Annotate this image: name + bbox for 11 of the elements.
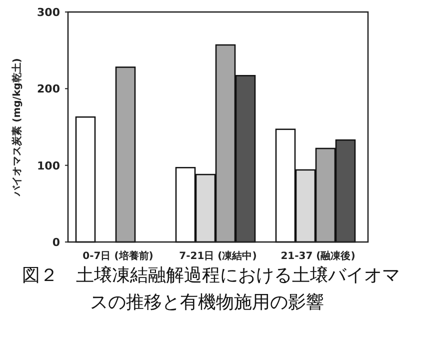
y-axis-title: バイオマス炭素 (mg/kg乾土) [11, 58, 23, 197]
bar [115, 66, 136, 243]
x-tick-label: 0-7日 (培養前) [82, 250, 154, 262]
y-tick-label: 0 [52, 236, 60, 249]
x-tick-label: 21-37 (融凍後) [280, 250, 356, 262]
bar [75, 116, 96, 243]
x-tick-label: 7-21日 (凍結中) [179, 250, 257, 262]
y-tick-label: 300 [37, 6, 60, 19]
y-tick-label: 100 [37, 159, 60, 172]
caption: 図２ 土壌凍結融解過程における土壌バイオマスの推移と有機物施用の影響 [22, 264, 401, 315]
y-tick-label: 200 [37, 82, 60, 96]
